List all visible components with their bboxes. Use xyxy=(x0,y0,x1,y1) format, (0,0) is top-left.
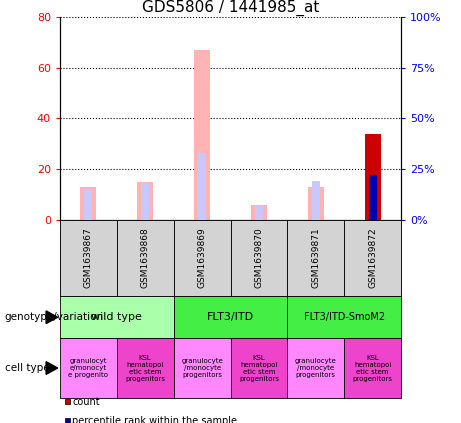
Text: cell type: cell type xyxy=(5,363,49,373)
Bar xyxy=(344,220,401,296)
Bar xyxy=(230,220,287,296)
Text: wild type: wild type xyxy=(91,312,142,322)
Bar xyxy=(174,220,230,296)
Bar xyxy=(287,220,344,296)
Text: GSM1639870: GSM1639870 xyxy=(254,228,263,288)
Bar xyxy=(308,187,324,220)
Bar xyxy=(287,296,401,338)
Bar xyxy=(137,182,153,220)
Bar xyxy=(251,205,267,220)
Bar xyxy=(365,134,381,220)
Bar xyxy=(60,220,117,296)
Bar xyxy=(174,296,287,338)
Bar xyxy=(344,220,401,296)
Text: GSM1639869: GSM1639869 xyxy=(198,228,207,288)
Bar xyxy=(198,153,206,220)
Bar xyxy=(194,50,210,220)
Bar xyxy=(230,338,287,398)
Bar xyxy=(65,418,70,423)
Bar xyxy=(369,175,377,220)
Text: FLT3/ITD-SmoM2: FLT3/ITD-SmoM2 xyxy=(304,312,385,322)
Bar xyxy=(60,296,174,338)
Text: percentile rank within the sample: percentile rank within the sample xyxy=(72,416,237,423)
Polygon shape xyxy=(46,311,58,324)
Bar xyxy=(174,338,230,398)
Bar xyxy=(117,338,174,398)
Bar xyxy=(60,220,117,296)
Bar xyxy=(230,220,287,296)
Text: count: count xyxy=(72,397,100,407)
Text: GSM1639872: GSM1639872 xyxy=(368,228,377,288)
Polygon shape xyxy=(46,362,58,374)
Text: KSL
hematopoi
etic stem
progenitors: KSL hematopoi etic stem progenitors xyxy=(353,354,393,382)
Text: GSM1639867: GSM1639867 xyxy=(84,228,93,288)
Bar xyxy=(141,184,149,220)
Title: GDS5806 / 1441985_at: GDS5806 / 1441985_at xyxy=(142,0,319,16)
Text: KSL
hematopoi
etic stem
progenitors: KSL hematopoi etic stem progenitors xyxy=(239,354,279,382)
Text: granulocyte
/monocyte
progenitors: granulocyte /monocyte progenitors xyxy=(181,358,223,378)
Text: GSM1639868: GSM1639868 xyxy=(141,228,150,288)
Bar xyxy=(344,338,401,398)
Bar xyxy=(65,399,70,404)
Bar xyxy=(60,338,117,398)
Bar xyxy=(117,220,174,296)
Text: GSM1639871: GSM1639871 xyxy=(311,228,320,288)
Text: KSL
hematopoi
etic stem
progenitors: KSL hematopoi etic stem progenitors xyxy=(125,354,165,382)
Text: granulocyt
e/monocyt
e progenito: granulocyt e/monocyt e progenito xyxy=(68,358,108,378)
Text: granulocyte
/monocyte
progenitors: granulocyte /monocyte progenitors xyxy=(295,358,337,378)
Text: genotype/variation: genotype/variation xyxy=(5,312,104,322)
Text: FLT3/ITD: FLT3/ITD xyxy=(207,312,254,322)
Bar xyxy=(312,181,320,220)
Bar xyxy=(287,338,344,398)
Bar xyxy=(287,220,344,296)
Bar xyxy=(80,187,96,220)
Bar xyxy=(84,190,92,220)
Bar xyxy=(117,220,174,296)
Bar xyxy=(174,220,230,296)
Bar xyxy=(255,206,263,220)
